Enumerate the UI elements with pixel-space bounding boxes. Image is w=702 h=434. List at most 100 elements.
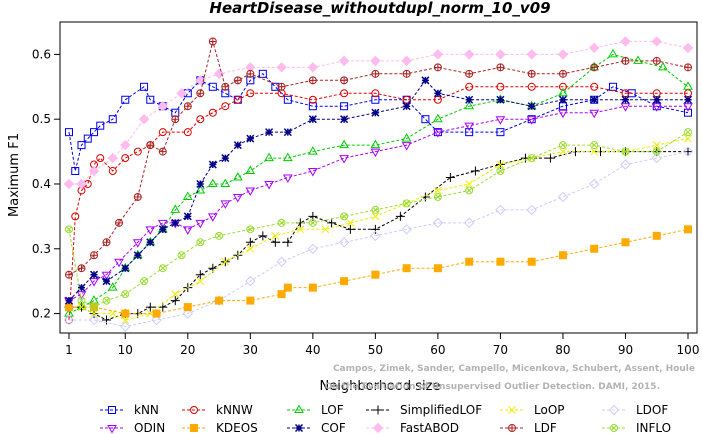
series-line-ldf — [68, 41, 689, 276]
data-point — [195, 270, 205, 280]
data-point — [88, 165, 100, 177]
data-point — [402, 199, 411, 208]
data-point — [683, 95, 693, 104]
data-point — [64, 296, 74, 305]
data-point — [465, 186, 474, 195]
data-point — [258, 69, 267, 78]
data-point — [526, 204, 537, 216]
legend-label: kNN — [134, 403, 159, 417]
data-point — [421, 115, 430, 124]
data-point — [682, 146, 694, 157]
data-point — [90, 303, 99, 312]
data-point — [433, 192, 442, 201]
data-point — [621, 95, 630, 104]
legend-label: LOF — [321, 403, 344, 417]
data-point — [558, 251, 567, 260]
data-point — [146, 95, 155, 104]
data-point — [207, 213, 218, 222]
plot-frame — [59, 21, 698, 334]
x-axis-label: Neighborhood size — [320, 379, 441, 394]
data-point — [465, 95, 474, 104]
data-point — [421, 76, 430, 85]
data-point — [270, 237, 280, 247]
data-point — [558, 109, 568, 119]
data-point — [245, 237, 255, 247]
series-ldof — [63, 146, 694, 332]
data-point — [264, 180, 274, 190]
data-point — [208, 108, 217, 117]
data-point — [170, 296, 180, 306]
legend-label: COF — [321, 421, 346, 434]
data-point — [264, 152, 274, 162]
legend-swatch-marker — [610, 424, 619, 432]
data-point — [308, 218, 317, 227]
data-point — [621, 238, 630, 247]
data-point — [308, 76, 317, 85]
x-tick-label: 10 — [118, 343, 133, 357]
legend-swatch-marker — [373, 405, 383, 415]
data-point — [558, 69, 567, 78]
data-point — [213, 68, 225, 80]
data-point — [90, 309, 98, 318]
data-point — [465, 82, 474, 91]
legend: kNN kNNW LOF SimplifiedLOF LoOP LDOF ODIN KDEOS… — [100, 403, 671, 434]
legend-swatch-marker — [608, 404, 620, 416]
series-layer — [63, 36, 694, 332]
data-point — [321, 225, 330, 234]
legend-item-knnw: kNNW — [182, 403, 253, 417]
data-point — [246, 69, 255, 78]
data-point — [89, 278, 99, 287]
data-point — [83, 134, 92, 143]
data-point — [145, 302, 155, 312]
data-point — [133, 251, 142, 260]
data-point — [221, 102, 230, 111]
data-point — [495, 204, 506, 216]
data-point — [652, 147, 661, 156]
data-point — [196, 115, 205, 124]
data-point — [120, 139, 131, 151]
legend-item-simplifiedlof: SimplifiedLOF — [366, 403, 482, 417]
data-point — [621, 147, 630, 156]
data-point — [121, 309, 130, 318]
data-point — [151, 314, 162, 326]
data-point — [589, 42, 600, 54]
data-point — [121, 95, 130, 104]
data-point — [108, 115, 117, 124]
y-tick-label: 0.6 — [32, 47, 51, 61]
data-point — [65, 128, 73, 137]
data-point — [496, 63, 505, 72]
data-point — [340, 89, 349, 98]
data-point — [527, 154, 536, 163]
data-point — [245, 187, 256, 196]
y-tick-label: 0.5 — [32, 112, 51, 126]
data-point — [432, 49, 444, 60]
data-point — [76, 291, 87, 300]
data-point — [684, 225, 692, 234]
data-point — [158, 147, 167, 156]
legend-item-fastabod: FastABOD — [366, 421, 459, 434]
data-point — [651, 152, 662, 164]
data-point — [146, 141, 155, 150]
data-point — [545, 153, 555, 163]
data-point — [496, 257, 505, 266]
axes-layer: 1 10 20 30 40 50 60 70 80 90 100 0.2 0.3 0.4 0.5 0.6 — [32, 47, 700, 357]
x-tick-label: 40 — [305, 343, 320, 357]
data-point — [526, 49, 537, 60]
data-point — [158, 128, 167, 137]
data-point — [258, 231, 268, 241]
data-point — [327, 218, 337, 228]
data-point — [207, 178, 218, 187]
data-point — [496, 128, 505, 137]
data-point — [208, 160, 217, 169]
data-point — [371, 212, 380, 221]
data-point — [246, 89, 255, 98]
data-point — [183, 212, 192, 221]
data-point — [495, 49, 506, 60]
data-point — [114, 258, 124, 268]
legend-label: LDOF — [636, 403, 668, 417]
data-point — [158, 264, 167, 273]
legend-item-lof: LOF — [287, 403, 344, 417]
data-point — [401, 224, 412, 235]
legend-item-kdeos: KDEOS — [182, 421, 258, 434]
data-point — [196, 277, 205, 286]
